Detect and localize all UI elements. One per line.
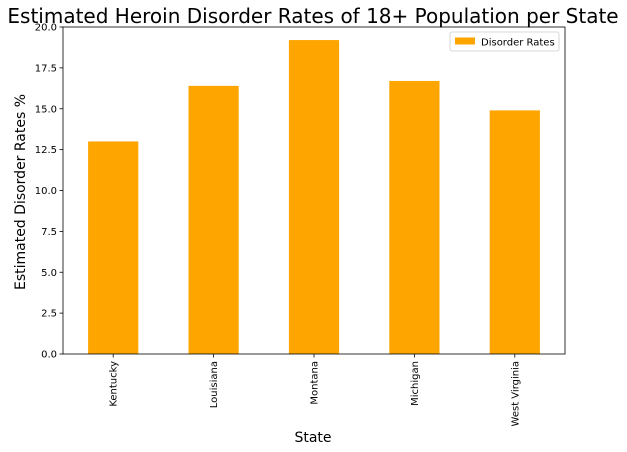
- bar-louisiana: [188, 85, 239, 355]
- x-axis-title: State: [294, 430, 331, 446]
- x-tick-label: Louisiana: [209, 361, 220, 408]
- y-tick-label: 17.5: [35, 63, 57, 74]
- bar-west-virginia: [489, 110, 540, 354]
- y-tick-label: 10.0: [35, 186, 57, 197]
- y-tick-label: 20.0: [35, 23, 57, 34]
- x-tick-label: Kentucky: [109, 361, 120, 407]
- plot-area: 0.0 2.5 5.0 7.5 10.0 12.5 15.0 17.5 20.0 Kentucky…: [35, 23, 566, 426]
- bar-montana: [288, 40, 340, 354]
- x-tick-label: Montana: [310, 361, 321, 405]
- x-tick-label: West Virginia: [510, 361, 521, 426]
- bar-michigan: [389, 80, 440, 354]
- legend-swatch: [455, 37, 475, 45]
- legend-box: [449, 31, 560, 52]
- legend-label: Disorder Rates: [481, 38, 555, 49]
- y-tick-label: 12.5: [35, 145, 57, 156]
- x-tick-label: Michigan: [410, 361, 421, 406]
- y-tick-label: 5.0: [41, 268, 57, 279]
- chart-title: Estimated Heroin Disorder Rates of 18+ P…: [7, 4, 618, 28]
- y-tick-label: 2.5: [41, 309, 57, 320]
- bar-kentucky: [88, 141, 139, 354]
- y-tick-label: 15.0: [35, 104, 57, 115]
- y-tick-label: 7.5: [41, 227, 57, 238]
- y-tick-label: 0.0: [41, 350, 57, 361]
- y-axis-title: Estimated Disorder Rates %: [13, 94, 29, 290]
